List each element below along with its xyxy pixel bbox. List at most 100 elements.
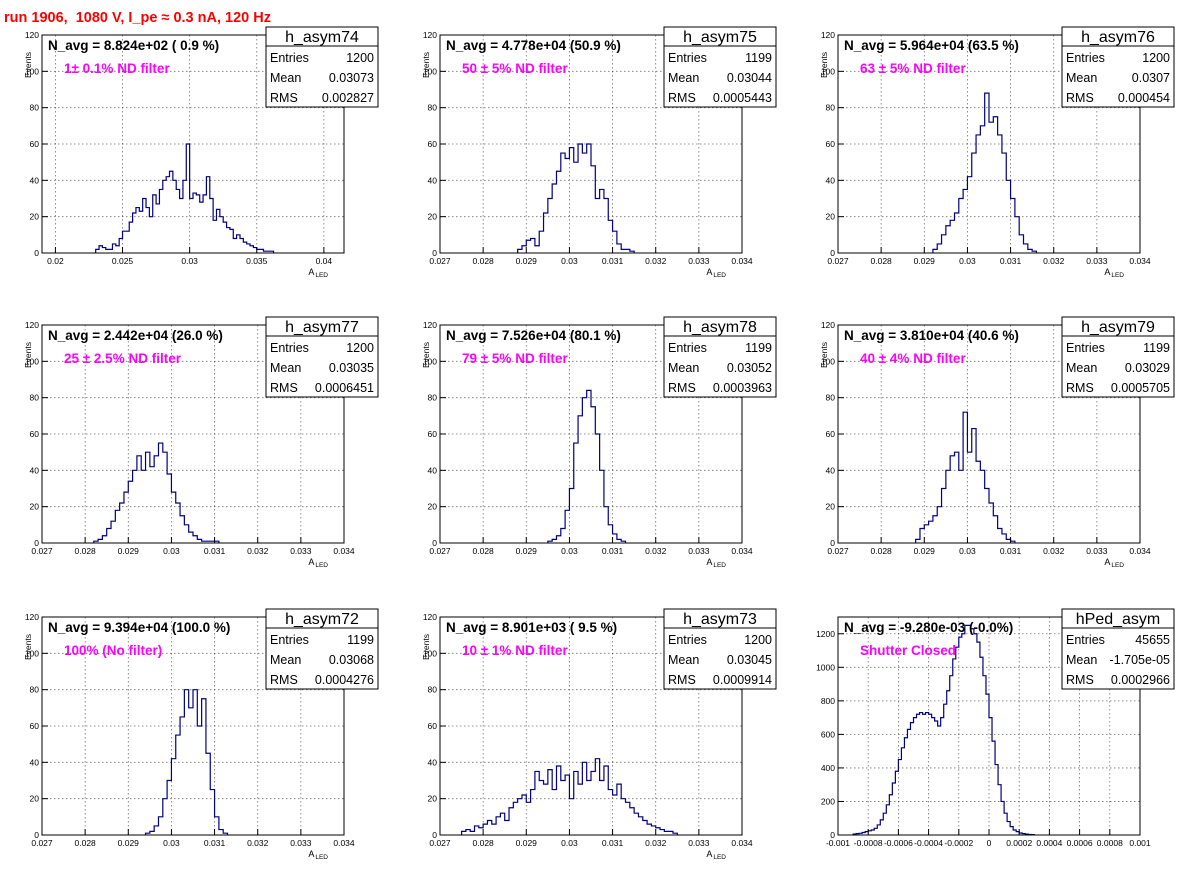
histogram-name: h_asym73 xyxy=(683,611,757,628)
y-tick-label: 40 xyxy=(428,757,438,767)
histogram-name: h_asym74 xyxy=(285,29,359,46)
navg-annotation: N_avg = 4.778e+04 (50.9 %) xyxy=(446,38,621,53)
histogram-panel-hPed_asym: -0.001 -0.0008 -0.0006 -0.0004 -0.0002 0 0.000… xyxy=(816,608,1175,848)
stats-box: h_asym73 Entries 1200 Mean 0.03045 RMS 0.00099… xyxy=(663,608,777,690)
x-tick-label: 0.0008 xyxy=(1097,838,1123,848)
x-tick-label: 0.028 xyxy=(871,256,893,266)
x-tick-label: 0.03 xyxy=(959,546,976,556)
y-tick-label: 20 xyxy=(826,502,836,512)
histogram-line-h_asym78 xyxy=(547,389,627,544)
x-axis-label: ALED xyxy=(706,557,726,569)
stat-label: Mean xyxy=(270,71,301,85)
stats-box: h_asym72 Entries 1199 Mean 0.03068 RMS 0.00042… xyxy=(265,608,379,690)
stat-value: 0.0006451 xyxy=(315,381,374,395)
histogram-line-hPed_asym xyxy=(852,624,1035,836)
stats-box: h_asym77 Entries 1200 Mean 0.03035 RMS 0.00064… xyxy=(265,316,379,398)
x-tick-label: 0.031 xyxy=(602,838,624,848)
x-tick-label: 0.034 xyxy=(333,838,355,848)
histogram-panel-h_asym78: 0.027 0.028 0.029 0.03 0.031 0.032 0.033 0.034 0… xyxy=(421,316,777,569)
x-tick-label: 0.001 xyxy=(1129,838,1151,848)
stat-value: 0.0307 xyxy=(1132,71,1170,85)
stat-value: 0.03035 xyxy=(329,361,374,375)
y-tick-label: 0 xyxy=(432,248,437,258)
x-tick-label: 0.034 xyxy=(1129,546,1151,556)
histogram-line-h_asym79 xyxy=(915,411,1016,544)
filter-label: 40 ± 4% ND filter xyxy=(860,351,966,366)
x-tick-label: 0.027 xyxy=(31,838,53,848)
y-tick-label: 100 xyxy=(25,648,39,658)
histogram-line-h_asym75 xyxy=(517,143,635,254)
histogram-name: h_asym76 xyxy=(1081,29,1155,46)
x-axis-label-subscript: LED xyxy=(713,854,726,861)
histogram-line-h_asym76 xyxy=(932,92,1038,254)
y-tick-label: 60 xyxy=(428,429,438,439)
y-tick-label: 20 xyxy=(30,212,40,222)
x-tick-label: 0.03 xyxy=(959,256,976,266)
x-tick-label: 0.028 xyxy=(75,838,97,848)
stats-box: h_asym78 Entries 1199 Mean 0.03052 RMS 0.00039… xyxy=(663,316,777,398)
navg-annotation: N_avg = 2.442e+04 (26.0 %) xyxy=(48,328,223,343)
y-tick-label: 100 xyxy=(25,356,39,366)
y-tick-label: 80 xyxy=(30,393,40,403)
x-tick-label: 0.032 xyxy=(645,256,667,266)
x-axis-label: ALED xyxy=(308,557,328,569)
y-tick-label: 40 xyxy=(30,465,40,475)
y-tick-label: 20 xyxy=(428,212,438,222)
navg-annotation: N_avg = 5.964e+04 (63.5 %) xyxy=(844,38,1019,53)
y-tick-label: 120 xyxy=(423,30,437,40)
stat-label: RMS xyxy=(1066,91,1094,105)
y-tick-label: 40 xyxy=(30,757,40,767)
x-tick-label: 0.031 xyxy=(204,838,226,848)
x-tick-label: 0.027 xyxy=(31,546,53,556)
histogram-panel-h_asym75: 0.027 0.028 0.029 0.03 0.031 0.032 0.033 0.034 0… xyxy=(421,26,777,279)
y-tick-label: 60 xyxy=(30,721,40,731)
x-tick-label: 0.029 xyxy=(914,546,936,556)
x-axis-label: ALED xyxy=(308,849,328,861)
y-axis-label: Events xyxy=(819,342,829,368)
y-tick-label: 400 xyxy=(821,763,835,773)
y-tick-label: 60 xyxy=(428,139,438,149)
stats-box: h_asym74 Entries 1200 Mean 0.03073 RMS 0.00282… xyxy=(265,26,379,108)
x-tick-label: 0.033 xyxy=(688,256,710,266)
stat-label: RMS xyxy=(668,673,696,687)
y-tick-label: 0 xyxy=(830,830,835,840)
x-tick-label: 0.028 xyxy=(75,546,97,556)
stat-value: 1200 xyxy=(1142,51,1170,65)
y-tick-label: 20 xyxy=(30,502,40,512)
stat-value: 1199 xyxy=(347,633,374,647)
y-axis-label: Events xyxy=(23,52,33,78)
x-tick-label: 0.029 xyxy=(914,256,936,266)
x-tick-label: 0.03 xyxy=(181,256,198,266)
x-tick-label: 0.033 xyxy=(1086,256,1108,266)
x-axis-label-subscript: LED xyxy=(315,854,328,861)
navg-annotation: N_avg = 7.526e+04 (80.1 %) xyxy=(446,328,621,343)
x-tick-label: 0.0004 xyxy=(1036,838,1062,848)
y-axis-label: Events xyxy=(421,342,431,368)
x-tick-label: 0.032 xyxy=(645,838,667,848)
x-tick-label: -0.001 xyxy=(826,838,850,848)
y-tick-label: 120 xyxy=(821,320,835,330)
y-axis-label: Events xyxy=(23,634,33,660)
x-axis-label-subscript: LED xyxy=(713,272,726,279)
filter-label: 79 ± 5% ND filter xyxy=(462,351,568,366)
histogram-panel-h_asym74: 0.02 0.025 0.03 0.035 0.04 0 20 40 60 80 100 120 Eve… xyxy=(23,26,379,279)
stat-label: RMS xyxy=(270,91,298,105)
x-tick-label: 0.0002 xyxy=(1006,838,1032,848)
stat-value: 1199 xyxy=(745,341,772,355)
stat-label: Entries xyxy=(270,51,309,65)
y-tick-label: 20 xyxy=(826,212,836,222)
x-tick-label: -0.0004 xyxy=(914,838,943,848)
stat-label: Entries xyxy=(1066,341,1105,355)
y-tick-label: 100 xyxy=(423,356,437,366)
stat-label: Entries xyxy=(1066,51,1105,65)
x-tick-label: 0.03 xyxy=(561,546,578,556)
y-tick-label: 80 xyxy=(826,103,836,113)
y-tick-label: 60 xyxy=(428,721,438,731)
x-tick-label: 0.027 xyxy=(429,546,451,556)
x-tick-label: -0.0006 xyxy=(884,838,913,848)
stat-label: Mean xyxy=(1066,361,1097,375)
y-tick-label: 120 xyxy=(821,30,835,40)
x-tick-label: 0.03 xyxy=(163,546,180,556)
y-axis-label: Events xyxy=(421,52,431,78)
stats-box: h_asym79 Entries 1199 Mean 0.03029 RMS 0.00057… xyxy=(1061,316,1175,398)
